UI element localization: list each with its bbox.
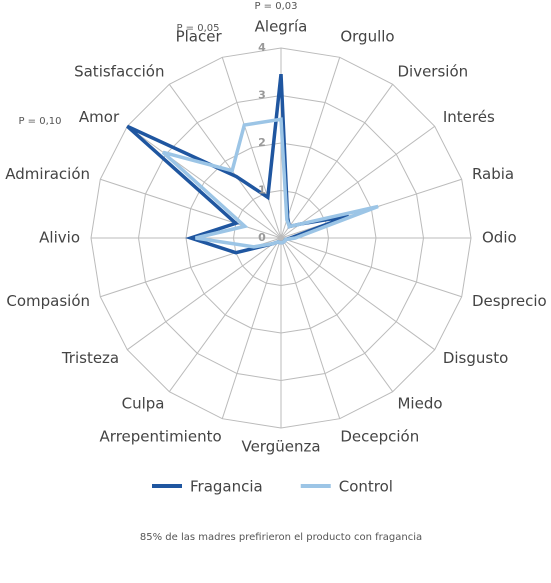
r-tick-label: 0	[258, 231, 266, 244]
category-label: Admiración	[5, 165, 90, 183]
category-label: Satisfacción	[74, 63, 164, 81]
category-label: Orgullo	[340, 28, 394, 46]
r-tick-label: 3	[258, 89, 266, 102]
r-tick-label: 2	[258, 136, 266, 149]
category-label: Desprecio	[472, 292, 547, 310]
spoke	[280, 57, 341, 239]
spoke	[168, 83, 282, 239]
category-label: Interés	[443, 108, 495, 126]
category-label: Rabia	[472, 165, 514, 183]
spoke	[280, 125, 436, 239]
legend-label: Fragancia	[190, 478, 263, 496]
spoke	[280, 83, 394, 239]
category-label: Alegría	[255, 18, 308, 36]
category-label: Disgusto	[443, 349, 508, 367]
spoke	[280, 237, 462, 298]
annotation: P = 0,03	[254, 1, 297, 12]
annotation: P = 0,05	[176, 23, 219, 34]
spoke	[168, 237, 282, 393]
spoke	[126, 125, 282, 239]
category-label: Placer	[176, 28, 223, 46]
footnote: 85% de las madres prefirieron el product…	[140, 532, 422, 543]
spoke	[280, 237, 436, 351]
category-label: Odio	[482, 229, 517, 247]
spoke	[221, 57, 282, 239]
r-tick-label: 4	[258, 41, 266, 54]
spoke	[280, 237, 394, 393]
category-label: Arrepentimiento	[100, 427, 222, 445]
category-label: Diversión	[397, 63, 468, 81]
category-label: Miedo	[397, 394, 442, 412]
spoke	[100, 178, 282, 239]
r-tick-label: 1	[258, 184, 266, 197]
spoke	[280, 237, 341, 419]
spoke	[221, 237, 282, 419]
category-label: Culpa	[122, 394, 165, 412]
spoke	[126, 237, 282, 351]
category-label: Compasión	[6, 292, 90, 310]
legend-label: Control	[339, 478, 393, 496]
category-label: Amor	[79, 108, 120, 126]
series-line	[161, 117, 379, 249]
category-label: Tristeza	[61, 349, 119, 367]
category-label: Decepción	[340, 427, 419, 445]
annotation: P = 0,10	[18, 116, 61, 127]
category-label: Vergüenza	[241, 438, 320, 456]
category-label: Alivio	[39, 229, 80, 247]
